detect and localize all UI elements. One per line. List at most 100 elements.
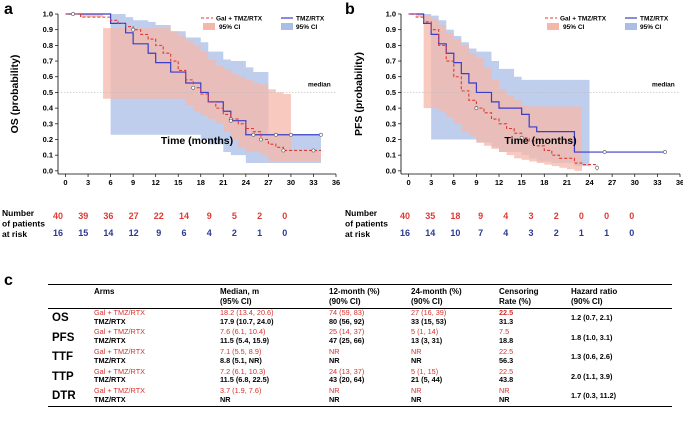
risk-count-tmz: 1: [579, 228, 584, 238]
risk-count-tmz: 0: [282, 228, 287, 238]
censoring-cell: 22.5 56.3: [499, 346, 514, 365]
x-tick-label: 0: [63, 178, 67, 187]
m12-cell: NR NR: [329, 346, 340, 365]
y-tick-label: 0.0: [386, 166, 396, 175]
y-tick-label: 0.3: [43, 119, 53, 128]
x-tick-label: 3: [86, 178, 90, 187]
x-tick-label: 18: [540, 178, 548, 187]
risk-count-gal: 3: [528, 211, 533, 221]
y-tick-label: 0.0: [43, 166, 53, 175]
arms-cell: Gal + TMZ/RTX TMZ/RTX: [94, 327, 146, 345]
x-tick-label: 12: [495, 178, 503, 187]
legend-label-gal-ci: 95% CI: [563, 24, 585, 31]
risk-count-gal: 0: [282, 211, 287, 221]
legend-label-gal: Gal + TMZ/RTX: [560, 16, 607, 23]
risk-count-gal: 5: [232, 211, 237, 221]
m12-cell: 24 (13, 37) 43 (20, 64): [329, 366, 365, 385]
y-tick-label: 0.2: [386, 135, 396, 144]
risk-count-gal: 2: [554, 211, 559, 221]
censor-mark-gal: [71, 12, 75, 16]
risk-table-label: Number: [2, 208, 35, 218]
risk-count-tmz: 1: [604, 228, 609, 238]
risk-count-tmz: 16: [53, 228, 63, 238]
risk-count-gal: 9: [207, 211, 212, 221]
censor-mark-gal: [519, 136, 524, 140]
x-tick-label: 33: [653, 178, 661, 187]
risk-count-tmz: 12: [129, 228, 139, 238]
m24-cell: NR NR: [411, 346, 422, 365]
arms-cell: Gal + TMZ/RTX TMZ/RTX: [94, 308, 146, 326]
header-median: Median, m (95% CI): [220, 287, 260, 306]
y-tick-label: 0.3: [386, 119, 396, 128]
table-row-dtr: DTR Gal + TMZ/RTX TMZ/RTX 3.7 (1.9, 7.6) N…: [48, 386, 672, 407]
risk-count-gal: 14: [179, 211, 189, 221]
hazard-ratio-cell: 1.3 (0.6, 2.6): [571, 352, 613, 362]
risk-table-label: at risk: [345, 229, 370, 239]
y-tick-label: 0.4: [386, 104, 397, 113]
risk-count-tmz: 3: [528, 228, 533, 238]
legend-label-tmz: TMZ/RTX: [640, 16, 669, 23]
risk-count-tmz: 14: [103, 228, 113, 238]
panel-label: a: [4, 1, 13, 18]
x-tick-label: 24: [242, 178, 251, 187]
hazard-ratio-cell: 1.2 (0.7, 2.1): [571, 313, 613, 323]
x-tick-label: 30: [631, 178, 639, 187]
median-cell: 3.7 (1.9, 7.6) NR: [220, 386, 262, 405]
risk-count-tmz: 0: [629, 228, 634, 238]
m24-cell: 27 (16, 39) 33 (15, 53): [411, 308, 447, 326]
x-tick-label: 27: [264, 178, 272, 187]
y-tick-label: 0.7: [43, 57, 53, 66]
y-tick-label: 0.1: [43, 151, 53, 160]
y-tick-label: 0.6: [43, 72, 53, 81]
risk-count-tmz: 7: [478, 228, 483, 238]
x-tick-label: 6: [109, 178, 113, 187]
table-header-row: Arms Median, m (95% CI) 12-month (%) (90% …: [48, 284, 672, 309]
hazard-ratio-cell: 2.0 (1.1, 3.9): [571, 372, 613, 381]
legend-label-tmz-ci: 95% CI: [296, 24, 318, 31]
risk-count-tmz: 6: [181, 228, 186, 238]
hazard-ratio-cell: 1.7 (0.3, 11.2): [571, 391, 617, 401]
endpoint-label: TTF: [52, 351, 74, 364]
m24-cell: 5 (1, 15) 21 (5, 44): [411, 366, 443, 385]
legend-swatch-gal-ci: [547, 23, 559, 30]
table-row-ttp: TTP Gal + TMZ/RTX TMZ/RTX 7.2 (6.1, 10.3)…: [48, 366, 672, 388]
median-label: median: [308, 81, 331, 88]
x-tick-label: 12: [152, 178, 160, 187]
arms-cell: Gal + TMZ/RTX TMZ/RTX: [94, 386, 146, 405]
risk-count-gal: 27: [129, 211, 139, 221]
censor-mark-tmz: [251, 132, 256, 137]
legend-label-tmz-ci: 95% CI: [640, 24, 662, 31]
x-tick-label: 21: [219, 178, 227, 187]
median-cell: 7.2 (6.1, 10.3) 11.5 (6.8, 22.5): [220, 366, 270, 385]
censor-mark-tmz: [663, 150, 667, 154]
risk-count-tmz: 4: [503, 228, 508, 238]
risk-count-tmz: 16: [400, 228, 410, 238]
endpoint-label: OS: [52, 312, 69, 325]
y-tick-label: 0.5: [43, 88, 53, 97]
risk-count-tmz: 2: [554, 228, 559, 238]
censor-mark-gal: [131, 27, 136, 32]
risk-count-gal: 18: [450, 211, 460, 221]
risk-count-gal: 39: [78, 211, 88, 221]
risk-count-tmz: 1: [257, 228, 262, 238]
endpoint-label: TTP: [52, 371, 74, 383]
censor-mark-tmz: [602, 150, 607, 154]
header-arms: Arms: [94, 287, 115, 296]
x-tick-label: 36: [676, 178, 683, 187]
y-tick-label: 0.8: [386, 41, 396, 50]
x-axis-label: Time (months): [161, 135, 233, 147]
km-panel-a: a median 0.0 0.1 0.2 0.3 0.4 0.5 0.6 0.7 0.8 0.9 1.0…: [2, 1, 340, 239]
risk-count-tmz: 14: [425, 228, 435, 238]
risk-count-tmz: 9: [156, 228, 161, 238]
results-table: Arms Median, m (95% CI) 12-month (%) (90% …: [48, 284, 672, 407]
x-tick-label: 18: [197, 178, 205, 187]
x-axis-label: Time (months): [504, 135, 576, 147]
m12-cell: 74 (59, 83) 80 (56, 92): [329, 308, 365, 326]
m12-cell: NR NR: [329, 386, 340, 405]
censoring-cell: 22.5 43.8: [499, 366, 514, 385]
risk-count-gal: 4: [503, 211, 508, 221]
legend-swatch-tmz-ci: [625, 23, 637, 30]
x-tick-label: 24: [585, 178, 594, 187]
y-tick-label: 0.2: [43, 135, 53, 144]
